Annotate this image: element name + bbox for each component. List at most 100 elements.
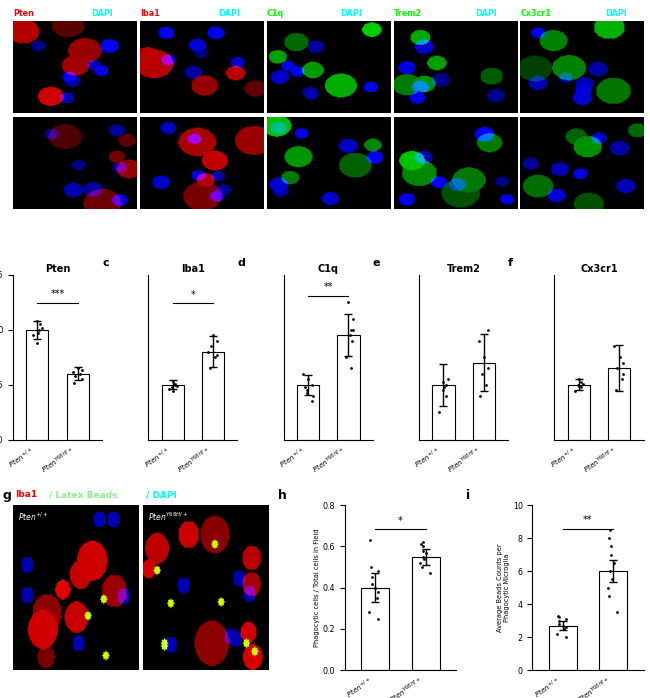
Bar [412,557,439,670]
Point [68,366,78,377]
Point [483,325,493,336]
Bar [599,571,627,670]
Title: C1q: C1q [318,264,339,274]
Point [476,368,487,379]
Point [603,533,614,544]
Point [618,368,629,379]
Point [474,335,484,346]
Text: DAPI: DAPI [606,9,627,18]
Point [439,382,449,393]
Point [438,376,448,387]
Text: *: * [398,516,403,526]
Point [302,385,312,396]
Bar [297,385,319,440]
Point [574,381,584,392]
Text: DAPI: DAPI [341,9,362,18]
Point [606,541,616,552]
Text: Cx3cr1: Cx3cr1 [521,9,551,18]
Point [298,368,309,379]
Bar [26,330,48,440]
Y-axis label: Average Beads Counts per
Phagocytic Microglia: Average Beads Counts per Phagocytic Micr… [497,543,510,632]
Point [605,565,616,577]
Point [418,541,428,552]
Point [552,610,563,621]
Text: /: / [577,9,586,18]
Point [576,376,586,387]
Title: Pten: Pten [45,264,70,274]
Text: $Pten^{Y68H/+}$: $Pten^{Y68H/+}$ [148,510,188,523]
Point [482,363,493,374]
Point [434,407,445,418]
Point [34,325,45,336]
Point [609,341,619,352]
Point [167,382,177,393]
Point [170,379,181,390]
Text: d: d [237,258,245,269]
Text: /: / [58,9,66,18]
Point [75,368,85,379]
Point [424,567,435,579]
Point [367,578,377,589]
Point [367,572,377,583]
Point [416,539,426,550]
Point [163,384,174,395]
Point [348,313,358,325]
Point [306,396,317,407]
Text: C1q: C1q [266,9,284,18]
Point [440,379,450,390]
Text: Pten: Pten [13,9,34,18]
Y-axis label: $Pten^{Y68H/+}$: $Pten^{Y68H/+}$ [0,143,10,184]
Point [612,607,623,618]
Bar [567,385,590,440]
Text: *: * [190,290,195,299]
Text: Trem2: Trem2 [393,9,422,18]
Point [606,549,616,560]
Point [73,363,83,374]
Point [421,547,431,558]
Point [205,341,216,352]
Bar [361,588,389,670]
Point [604,591,614,602]
Text: **: ** [324,283,333,292]
Text: DAPI: DAPI [218,9,240,18]
Point [364,607,374,618]
Point [559,623,569,634]
Point [341,352,351,363]
Text: f: f [508,258,513,269]
Point [373,586,384,597]
Text: /: / [185,9,193,18]
Point [300,382,311,393]
Point [418,551,428,563]
Point [212,349,222,360]
Point [370,582,380,593]
Point [212,335,222,346]
Point [443,373,453,385]
Point [558,620,568,631]
Point [419,554,429,565]
Point [475,390,486,401]
Y-axis label: Phagocytic cells / Total cells in Field: Phagocytic cells / Total cells in Field [314,528,320,647]
Text: **: ** [583,515,593,525]
Point [415,558,426,569]
Text: ***: *** [51,289,64,299]
Point [172,380,183,392]
Point [344,329,355,341]
Point [612,363,622,374]
Point [603,582,613,593]
Bar [473,363,495,440]
Title: Trem2: Trem2 [447,264,480,274]
Point [208,329,218,341]
Point [70,371,81,382]
Point [346,335,357,346]
Point [417,561,427,572]
Point [210,352,220,363]
Point [614,352,625,363]
Title: Iba1: Iba1 [181,264,205,274]
Text: g: g [3,489,12,502]
Bar [202,352,224,440]
Point [618,357,629,369]
Point [561,614,571,625]
Point [616,373,627,385]
Point [77,373,87,385]
Point [418,545,428,556]
